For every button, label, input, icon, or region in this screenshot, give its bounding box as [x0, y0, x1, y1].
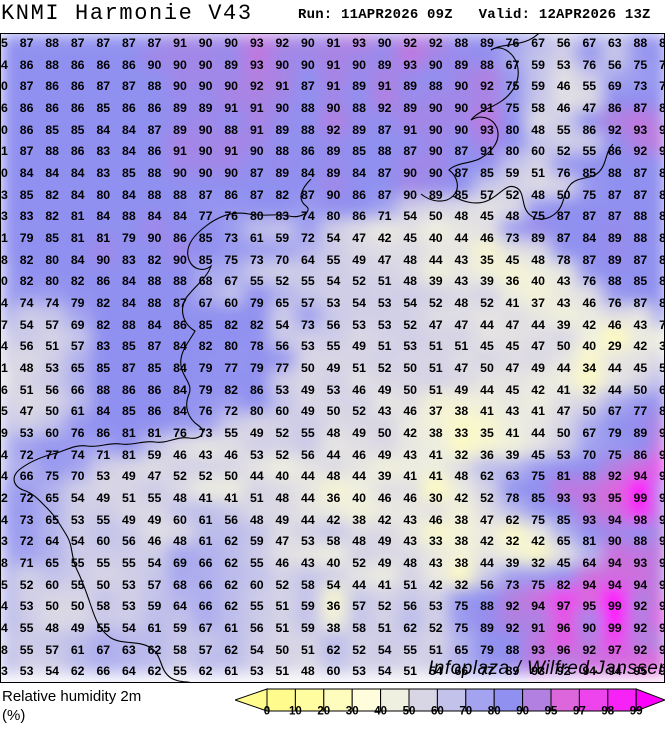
svg-text:97: 97: [573, 706, 586, 716]
svg-text:95: 95: [545, 706, 558, 716]
svg-text:50: 50: [403, 706, 416, 716]
svg-text:20: 20: [317, 706, 330, 716]
svg-text:98: 98: [601, 706, 614, 716]
svg-text:60: 60: [431, 706, 444, 716]
svg-text:30: 30: [346, 706, 359, 716]
svg-text:80: 80: [488, 706, 501, 716]
svg-text:0: 0: [264, 706, 270, 716]
svg-text:70: 70: [459, 706, 472, 716]
svg-text:10: 10: [289, 706, 302, 716]
svg-text:99: 99: [630, 706, 643, 716]
svg-text:90: 90: [516, 706, 529, 716]
svg-text:40: 40: [374, 706, 387, 716]
